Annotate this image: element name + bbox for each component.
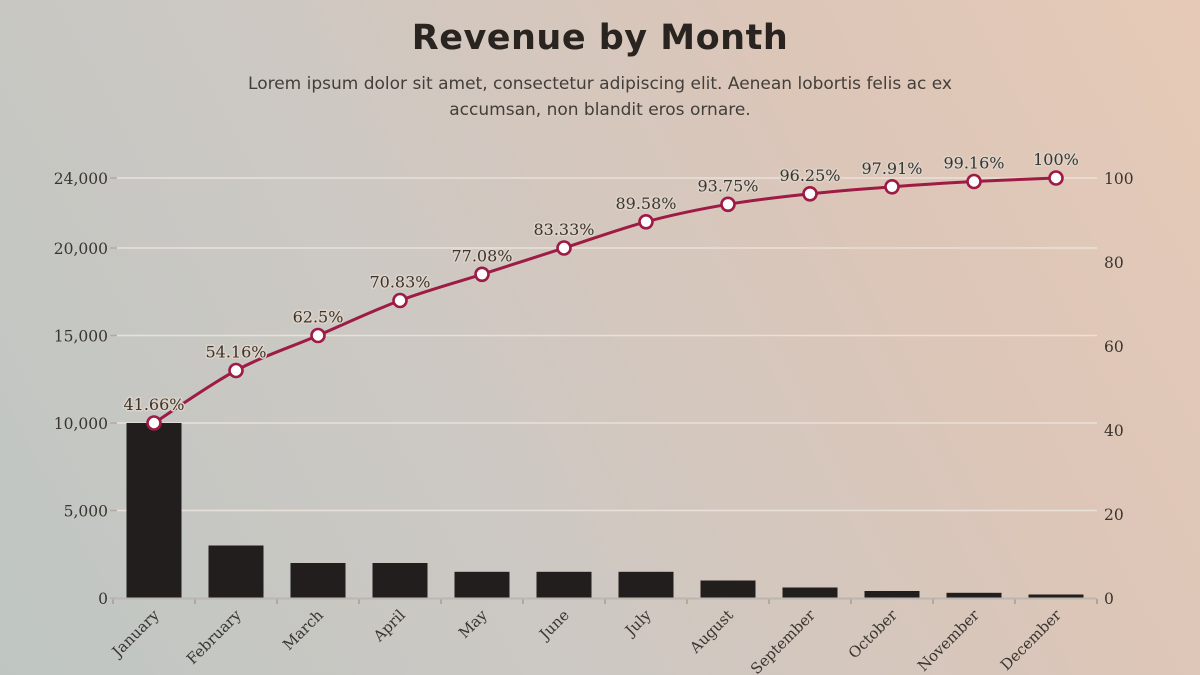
bar <box>126 423 182 598</box>
x-axis-category-label: May <box>455 606 491 642</box>
left-axis-label: 0 <box>98 590 108 608</box>
x-axis-category-label: June <box>534 606 572 644</box>
cumulative-line <box>152 176 1058 425</box>
x-axis-category-label: December <box>997 606 1066 675</box>
left-axis-label: 20,000 <box>54 240 108 258</box>
data-point-label: 93.75% <box>697 176 758 195</box>
data-point-label: 62.5% <box>293 308 344 327</box>
data-point-marker <box>966 173 982 190</box>
left-axis-label: 24,000 <box>54 170 108 188</box>
right-axis-label: 40 <box>1104 422 1124 440</box>
chart-subtitle: Lorem ipsum dolor sit amet, consectetur … <box>248 74 952 121</box>
x-axis-category-label: January <box>107 606 163 662</box>
data-point-label: 89.58% <box>615 194 676 213</box>
chart-title: Revenue by Month <box>411 18 789 58</box>
bar <box>454 571 510 599</box>
data-point-label: 99.16% <box>943 154 1004 173</box>
left-axis-label: 10,000 <box>54 415 108 433</box>
right-axis-label: 60 <box>1104 338 1124 356</box>
data-point-marker <box>392 292 408 309</box>
x-axis-category-label: July <box>620 606 655 641</box>
data-point-marker <box>638 214 654 230</box>
x-axis-category-label: February <box>183 606 245 668</box>
x-axis-category-label: August <box>686 606 737 657</box>
x-axis-category-label: March <box>279 606 327 654</box>
data-point-label: 83.33% <box>533 220 594 239</box>
x-axis-category-label: September <box>747 606 819 675</box>
bar <box>700 580 756 598</box>
x-axis-category-label: October <box>845 606 902 663</box>
bar <box>290 563 346 598</box>
bar <box>946 592 1002 599</box>
right-axis-label: 20 <box>1104 506 1124 524</box>
bar <box>536 571 592 599</box>
data-point-label: 96.25% <box>779 166 840 185</box>
bar <box>208 545 264 598</box>
data-point-marker <box>884 179 900 195</box>
x-axis-category-label: April <box>369 606 409 646</box>
data-point-marker <box>802 186 818 202</box>
bar <box>1028 594 1084 598</box>
bar <box>782 587 838 598</box>
data-point-label: 54.16% <box>205 343 266 362</box>
bar <box>372 563 428 598</box>
data-point-label: 100% <box>1033 150 1079 169</box>
chart-header: Revenue by Month Lorem ipsum dolor sit a… <box>0 0 1200 124</box>
data-point-label: 97.91% <box>861 159 922 178</box>
data-point-marker <box>310 327 326 344</box>
right-axis-label: 100 <box>1104 170 1134 188</box>
bar <box>618 571 674 599</box>
data-point-marker <box>720 196 736 213</box>
data-point-label: 77.08% <box>451 246 512 265</box>
data-point-label: 41.66% <box>123 395 184 414</box>
right-axis-label: 80 <box>1104 254 1124 272</box>
data-point-marker <box>1048 170 1064 186</box>
data-point-label: 70.83% <box>369 273 430 292</box>
bar <box>864 591 920 598</box>
left-axis-label: 15,000 <box>54 328 108 346</box>
right-axis-label: 0 <box>1104 590 1114 608</box>
data-point-marker <box>556 240 572 256</box>
x-axis-category-label: November <box>914 606 983 675</box>
data-point-marker <box>228 362 244 379</box>
data-point-marker <box>146 415 162 431</box>
data-point-marker <box>474 266 490 283</box>
left-axis-label: 5,000 <box>64 503 108 521</box>
